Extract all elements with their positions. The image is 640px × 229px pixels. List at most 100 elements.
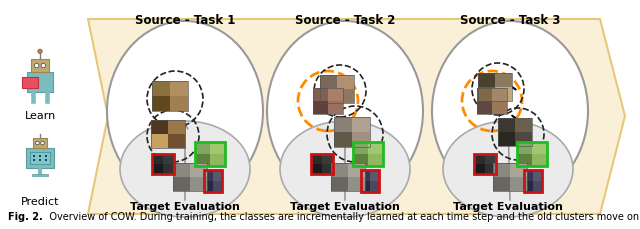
Bar [478,73,495,87]
Bar [33,155,35,157]
Text: Learn: Learn [24,111,56,121]
Bar [495,87,512,101]
Bar [204,170,222,192]
Bar [328,101,343,114]
Bar [515,118,532,132]
Bar [32,174,48,176]
Bar [210,142,225,154]
Bar [27,72,53,92]
Circle shape [41,63,45,68]
Bar [510,163,527,177]
Bar [39,159,41,161]
Text: Overview of COW. During training, the classes are incrementally learned at each : Overview of COW. During training, the cl… [40,212,640,222]
Bar [517,142,532,154]
Ellipse shape [443,121,573,217]
Bar [331,163,348,177]
Bar [498,118,515,132]
Bar [173,177,190,191]
Bar [152,154,163,164]
Bar [361,181,370,192]
Bar [313,88,343,114]
Ellipse shape [107,21,263,201]
Bar [152,164,163,174]
Bar [533,181,542,192]
Bar [26,148,54,168]
Bar [498,118,532,146]
Bar [474,154,485,164]
Bar [39,155,41,157]
Bar [361,170,379,192]
Circle shape [36,141,39,145]
Bar [152,81,170,96]
Bar [352,117,370,132]
Bar [493,177,510,191]
Bar [173,163,207,191]
Bar [348,177,365,191]
Bar [474,154,496,174]
Bar [337,89,354,103]
Bar [151,120,168,134]
Bar [353,154,368,166]
Bar [151,120,185,148]
Bar [478,73,512,101]
Bar [163,164,174,174]
Bar [168,120,185,134]
Bar [204,170,222,192]
Bar [152,154,174,174]
Bar [510,177,527,191]
Bar [532,142,547,154]
Bar [524,170,533,181]
Bar [477,88,507,114]
Bar [517,142,547,166]
Bar [492,88,507,101]
Bar [190,163,207,177]
Bar [320,75,354,103]
Bar [361,170,370,181]
Bar [515,132,532,146]
Circle shape [38,49,42,54]
Bar [495,73,512,87]
Bar [30,152,50,164]
Bar [348,163,365,177]
Bar [353,142,383,166]
Text: Target Evaluation: Target Evaluation [453,202,563,212]
Bar [195,142,225,166]
Bar [477,101,492,114]
Ellipse shape [267,21,423,201]
Bar [474,164,485,174]
Bar [533,170,542,181]
Bar [151,134,168,148]
Ellipse shape [280,121,410,217]
Bar [322,154,333,164]
Bar [361,170,379,192]
Bar [311,164,322,174]
Bar [477,88,492,101]
Bar [204,170,213,181]
Bar [173,163,190,177]
Bar [195,142,210,154]
Bar [485,164,496,174]
Bar [313,88,328,101]
Text: Source - Task 3: Source - Task 3 [460,14,560,27]
Bar [524,181,533,192]
Text: Target Evaluation: Target Evaluation [130,202,240,212]
Bar [213,170,222,181]
Bar [352,132,370,147]
Bar [331,163,365,191]
Text: Source - Task 2: Source - Task 2 [295,14,395,27]
Bar [478,87,495,101]
Bar [210,154,225,166]
Bar [328,88,343,101]
Bar [331,177,348,191]
Bar [22,76,38,88]
Bar [195,142,225,166]
Bar [170,96,188,111]
Bar [168,134,185,148]
Bar [337,75,354,89]
Bar [493,163,527,191]
Bar [532,154,547,166]
Bar [368,142,383,154]
Bar [204,181,213,192]
Polygon shape [88,19,625,214]
Bar [33,159,35,161]
